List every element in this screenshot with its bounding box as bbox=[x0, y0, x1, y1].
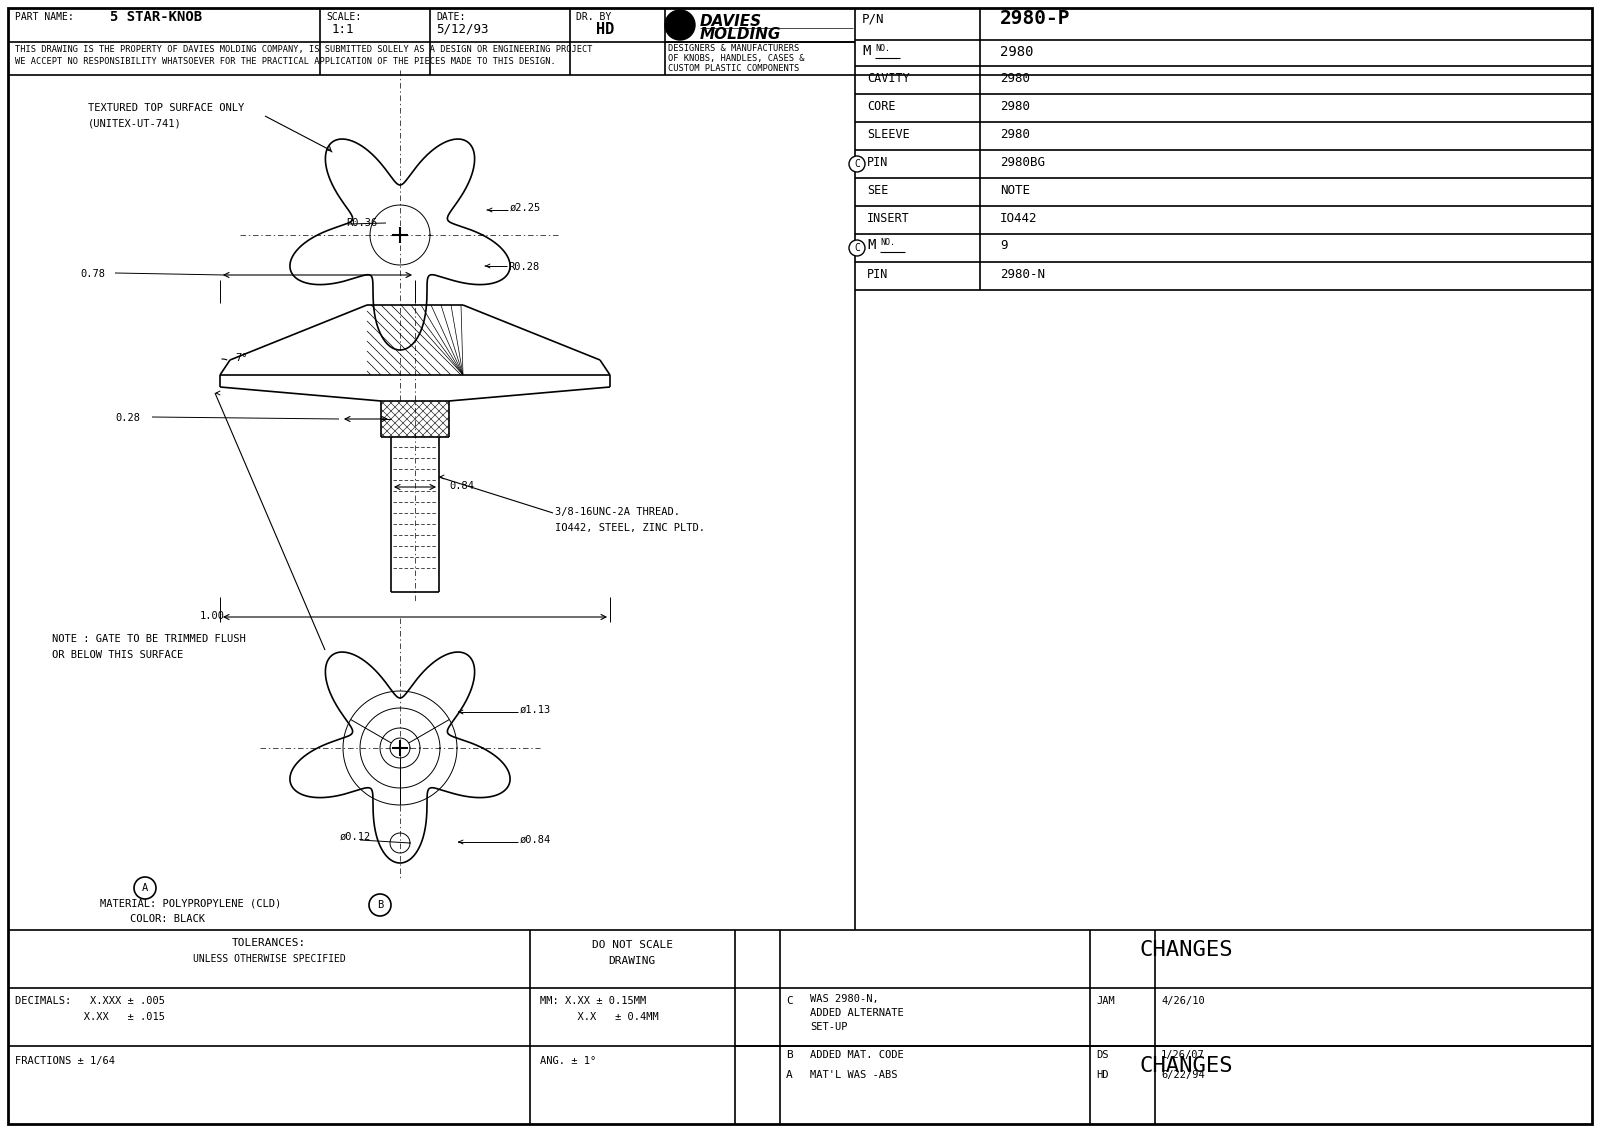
Text: PART NAME:: PART NAME: bbox=[14, 12, 74, 22]
Text: DS: DS bbox=[1096, 1050, 1109, 1060]
Text: PIN: PIN bbox=[867, 156, 888, 169]
Text: 9: 9 bbox=[1000, 239, 1008, 252]
Text: CHANGES: CHANGES bbox=[1139, 1056, 1234, 1077]
Text: TEXTURED TOP SURFACE ONLY: TEXTURED TOP SURFACE ONLY bbox=[88, 103, 245, 113]
Text: NO.: NO. bbox=[875, 44, 890, 53]
Text: PIN: PIN bbox=[867, 268, 888, 281]
Circle shape bbox=[850, 156, 866, 172]
Text: SET-UP: SET-UP bbox=[810, 1022, 848, 1032]
Text: A: A bbox=[786, 1070, 792, 1080]
Text: R0.36: R0.36 bbox=[346, 218, 378, 228]
Text: NOTE: NOTE bbox=[1000, 185, 1030, 197]
Text: 2980: 2980 bbox=[1000, 128, 1030, 142]
Text: SCALE:: SCALE: bbox=[326, 12, 362, 22]
Text: CORE: CORE bbox=[867, 100, 896, 113]
Text: ANG. ± 1°: ANG. ± 1° bbox=[541, 1056, 597, 1066]
Text: COLOR: BLACK: COLOR: BLACK bbox=[130, 914, 205, 924]
Text: 2980-N: 2980-N bbox=[1000, 268, 1045, 281]
Text: ADDED MAT. CODE: ADDED MAT. CODE bbox=[810, 1050, 904, 1060]
Text: MATERIAL: POLYPROPYLENE (CLD): MATERIAL: POLYPROPYLENE (CLD) bbox=[99, 898, 282, 908]
Text: FRACTIONS ± 1/64: FRACTIONS ± 1/64 bbox=[14, 1056, 115, 1066]
Text: NO.: NO. bbox=[880, 238, 894, 247]
Text: DECIMALS:   X.XXX ± .005: DECIMALS: X.XXX ± .005 bbox=[14, 996, 165, 1006]
Text: 1:1: 1:1 bbox=[333, 23, 355, 36]
Text: OR BELOW THIS SURFACE: OR BELOW THIS SURFACE bbox=[51, 650, 184, 660]
Text: 7°: 7° bbox=[235, 353, 248, 363]
Text: A: A bbox=[142, 883, 149, 893]
Text: CAVITY: CAVITY bbox=[867, 72, 910, 85]
Text: WE ACCEPT NO RESPONSIBILITY WHATSOEVER FOR THE PRACTICAL APPLICATION OF THE PIEC: WE ACCEPT NO RESPONSIBILITY WHATSOEVER F… bbox=[14, 57, 555, 66]
Circle shape bbox=[666, 10, 694, 40]
Text: 2980-P: 2980-P bbox=[1000, 9, 1070, 28]
Text: HD: HD bbox=[1096, 1070, 1109, 1080]
Text: (UNITEX-UT-741): (UNITEX-UT-741) bbox=[88, 118, 182, 128]
Text: 5/12/93: 5/12/93 bbox=[435, 23, 488, 36]
Circle shape bbox=[134, 877, 157, 899]
Text: 5 STAR-KNOB: 5 STAR-KNOB bbox=[110, 10, 202, 24]
Text: C: C bbox=[854, 158, 859, 169]
Text: INSERT: INSERT bbox=[867, 212, 910, 225]
Text: MM: X.XX ± 0.15MM: MM: X.XX ± 0.15MM bbox=[541, 996, 646, 1006]
Text: DAVIES: DAVIES bbox=[701, 14, 762, 29]
Text: ADDED ALTERNATE: ADDED ALTERNATE bbox=[810, 1007, 904, 1018]
Text: C: C bbox=[854, 243, 859, 252]
Text: CHANGES: CHANGES bbox=[1139, 940, 1234, 960]
Text: P/N: P/N bbox=[862, 12, 885, 25]
Text: HD: HD bbox=[595, 22, 614, 37]
Text: DESIGNERS & MANUFACTURERS: DESIGNERS & MANUFACTURERS bbox=[669, 44, 800, 53]
Text: 1.00: 1.00 bbox=[200, 611, 226, 621]
Text: C: C bbox=[786, 996, 792, 1006]
Text: ø1.13: ø1.13 bbox=[520, 705, 552, 715]
Text: MOLDING: MOLDING bbox=[701, 27, 781, 42]
Text: SLEEVE: SLEEVE bbox=[867, 128, 910, 142]
Text: SEE: SEE bbox=[867, 185, 888, 197]
Circle shape bbox=[370, 894, 390, 916]
Text: 6/22/94: 6/22/94 bbox=[1162, 1070, 1205, 1080]
Text: M: M bbox=[867, 238, 875, 252]
Text: IO442: IO442 bbox=[1000, 212, 1037, 225]
Polygon shape bbox=[290, 139, 510, 350]
Text: JAM: JAM bbox=[1096, 996, 1115, 1006]
Text: 2980: 2980 bbox=[1000, 100, 1030, 113]
Text: DO NOT SCALE: DO NOT SCALE bbox=[592, 940, 672, 950]
Text: ø0.84: ø0.84 bbox=[520, 835, 552, 844]
Text: IO442, STEEL, ZINC PLTD.: IO442, STEEL, ZINC PLTD. bbox=[555, 523, 706, 533]
Text: TOLERANCES:: TOLERANCES: bbox=[232, 938, 306, 947]
Text: MAT'L WAS -ABS: MAT'L WAS -ABS bbox=[810, 1070, 898, 1080]
Text: 0.84: 0.84 bbox=[450, 481, 474, 491]
Text: B: B bbox=[786, 1050, 792, 1060]
Text: DR. BY: DR. BY bbox=[576, 12, 611, 22]
Text: B: B bbox=[378, 900, 382, 910]
Text: ø0.12: ø0.12 bbox=[339, 832, 371, 842]
Circle shape bbox=[850, 240, 866, 256]
Text: OF KNOBS, HANDLES, CASES &: OF KNOBS, HANDLES, CASES & bbox=[669, 54, 805, 63]
Text: 0.28: 0.28 bbox=[115, 413, 141, 423]
Text: ø2.25: ø2.25 bbox=[510, 203, 541, 213]
Text: THIS DRAWING IS THE PROPERTY OF DAVIES MOLDING COMPANY, IS SUBMITTED SOLELY AS A: THIS DRAWING IS THE PROPERTY OF DAVIES M… bbox=[14, 45, 592, 54]
Text: 0.78: 0.78 bbox=[80, 269, 106, 278]
Text: NOTE : GATE TO BE TRIMMED FLUSH: NOTE : GATE TO BE TRIMMED FLUSH bbox=[51, 634, 246, 644]
Text: X.XX   ± .015: X.XX ± .015 bbox=[14, 1012, 165, 1022]
Text: 2980BG: 2980BG bbox=[1000, 156, 1045, 169]
Text: R0.28: R0.28 bbox=[509, 261, 539, 272]
Polygon shape bbox=[290, 652, 510, 863]
Text: X.X   ± 0.4MM: X.X ± 0.4MM bbox=[541, 1012, 659, 1022]
Text: DATE:: DATE: bbox=[435, 12, 466, 22]
Text: M: M bbox=[862, 44, 870, 58]
Text: 3/8-16UNC-2A THREAD.: 3/8-16UNC-2A THREAD. bbox=[555, 507, 680, 517]
Text: 2980: 2980 bbox=[1000, 45, 1034, 59]
Text: 2980: 2980 bbox=[1000, 72, 1030, 85]
Text: CUSTOM PLASTIC COMPONENTS: CUSTOM PLASTIC COMPONENTS bbox=[669, 65, 800, 72]
Text: DRAWING: DRAWING bbox=[608, 957, 656, 966]
Text: 4/26/10: 4/26/10 bbox=[1162, 996, 1205, 1006]
Text: 1/26/07: 1/26/07 bbox=[1162, 1050, 1205, 1060]
Text: WAS 2980-N,: WAS 2980-N, bbox=[810, 994, 878, 1004]
Text: UNLESS OTHERWISE SPECIFIED: UNLESS OTHERWISE SPECIFIED bbox=[192, 954, 346, 964]
